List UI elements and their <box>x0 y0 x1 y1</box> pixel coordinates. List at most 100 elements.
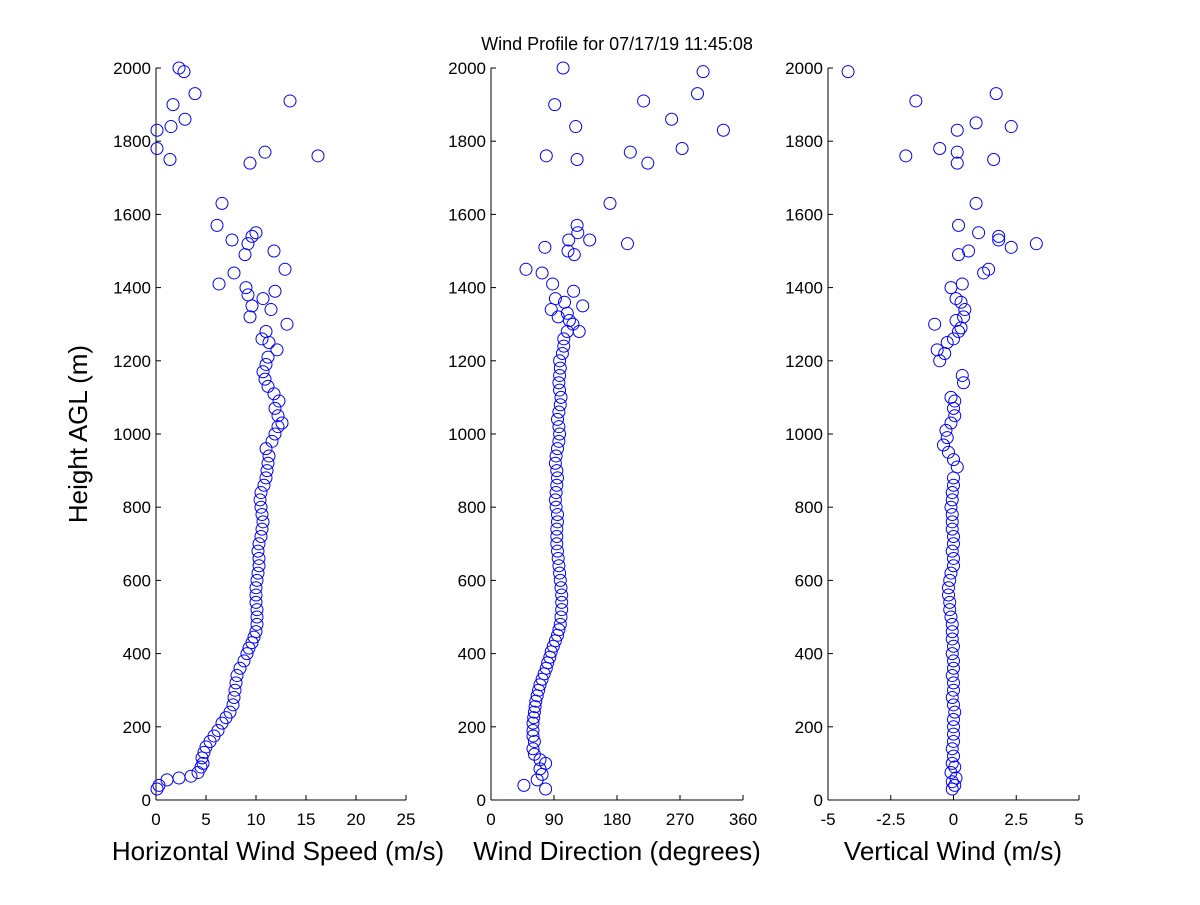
data-point <box>150 782 164 796</box>
data-point <box>841 65 855 79</box>
data-point <box>992 229 1006 243</box>
data-point <box>215 196 229 210</box>
data-point <box>184 769 198 783</box>
data-point <box>940 431 954 445</box>
data-point <box>947 478 960 492</box>
data-point <box>571 226 585 240</box>
data-point <box>241 288 255 302</box>
data-point <box>249 595 263 609</box>
data-point <box>150 142 164 156</box>
data-point <box>955 368 969 382</box>
data-point <box>947 529 960 543</box>
data-point <box>944 281 958 295</box>
data-point <box>945 669 959 683</box>
data-point <box>172 771 186 785</box>
data-point <box>948 760 962 774</box>
data-point <box>947 661 960 675</box>
y-tick-label: 1800 <box>113 132 151 151</box>
y-tick-label: 1600 <box>448 205 486 224</box>
data-point <box>969 196 983 210</box>
data-point <box>949 292 963 306</box>
data-point <box>258 145 272 159</box>
data-point <box>548 493 562 507</box>
data-point <box>562 233 576 247</box>
data-point <box>251 544 265 558</box>
y-tick-label: 1800 <box>448 132 486 151</box>
data-point <box>553 354 567 368</box>
data-point <box>945 486 959 500</box>
data-point <box>243 156 257 170</box>
data-point <box>203 734 217 748</box>
data-point <box>947 727 960 741</box>
data-point <box>164 120 178 134</box>
data-point <box>941 581 955 595</box>
data-point <box>555 603 569 617</box>
data-point <box>552 434 566 448</box>
data-point <box>553 398 567 412</box>
data-point <box>549 500 563 514</box>
data-point <box>212 277 226 291</box>
data-point <box>554 610 568 624</box>
x-tick-label: 25 <box>397 810 416 829</box>
data-point <box>223 705 237 719</box>
data-point <box>551 551 565 565</box>
x-tick-label: 0 <box>486 810 495 829</box>
x-tick-label: 2.5 <box>1004 810 1028 829</box>
panel-1: 0 200 400 600 800 1000 1200 1400 1600 1800 2000 0 5 1… <box>63 59 444 866</box>
data-point <box>950 123 964 137</box>
data-point <box>250 610 264 624</box>
data-point <box>567 284 581 298</box>
data-point <box>550 464 564 478</box>
y-tick-label: 400 <box>123 645 151 664</box>
data-point <box>239 281 253 295</box>
data-point <box>552 405 566 419</box>
data-point <box>947 551 960 565</box>
data-point <box>947 734 960 748</box>
data-point <box>528 700 542 714</box>
y-tick-label: 1000 <box>785 425 823 444</box>
data-point <box>278 262 292 276</box>
y-tick-label: 1000 <box>448 425 486 444</box>
data-point <box>268 427 282 441</box>
data-point <box>271 420 285 434</box>
data-point <box>947 639 960 653</box>
data-point <box>945 515 959 529</box>
chart-title: Wind Profile for 07/17/19 11:45:08 <box>481 34 753 54</box>
data-point <box>945 691 959 705</box>
data-point <box>944 610 958 624</box>
data-point <box>947 537 960 551</box>
data-point <box>258 372 272 386</box>
data-point <box>526 723 540 737</box>
data-point <box>909 94 923 108</box>
data-point <box>933 142 947 156</box>
panel-2: 0 200 400 600 800 1000 1200 1400 1600 1800 2000 0 90… <box>448 59 761 866</box>
data-point <box>166 98 180 112</box>
data-point <box>947 654 960 668</box>
data-point <box>947 683 960 697</box>
data-point <box>943 573 957 587</box>
data-point <box>255 332 269 346</box>
data-point <box>945 544 959 558</box>
data-point <box>570 218 584 232</box>
y-tick-label: 2000 <box>448 59 486 78</box>
data-point <box>621 237 634 251</box>
data-point <box>947 712 960 726</box>
y-tick-label: 1600 <box>785 205 823 224</box>
data-point <box>553 573 567 587</box>
data-point <box>519 262 533 276</box>
data-point <box>249 625 263 639</box>
data-point <box>271 409 285 423</box>
data-point <box>280 317 294 331</box>
data-point <box>940 336 954 349</box>
y-tick-label: 200 <box>795 718 823 737</box>
x-tick-label: 0 <box>949 810 958 829</box>
data-point <box>553 566 567 580</box>
data-point <box>533 678 547 692</box>
data-point <box>899 149 913 163</box>
data-point <box>948 705 962 719</box>
data-point <box>535 266 549 280</box>
data-point <box>603 196 617 210</box>
data-point <box>152 778 166 792</box>
